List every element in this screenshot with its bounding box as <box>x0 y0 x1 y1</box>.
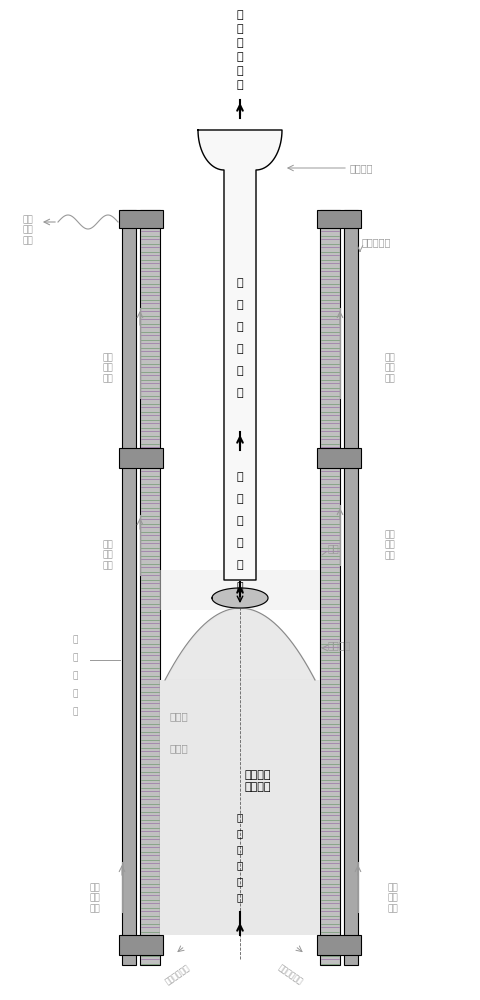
Text: 流: 流 <box>236 24 243 34</box>
Text: 向: 向 <box>236 80 243 90</box>
Text: 方: 方 <box>236 366 243 376</box>
Bar <box>343 210 357 965</box>
Text: 方: 方 <box>236 876 242 886</box>
Bar <box>119 935 163 955</box>
Bar <box>319 210 339 965</box>
Bar <box>316 210 360 228</box>
Text: 电流
输出
方向: 电流 输出 方向 <box>384 353 395 383</box>
Text: 自耗电极: 自耗电极 <box>349 163 373 173</box>
Text: 电: 电 <box>236 472 243 482</box>
Text: 电流
输出
方向: 电流 输出 方向 <box>102 540 113 570</box>
Text: 电: 电 <box>236 812 242 822</box>
Bar <box>316 935 360 955</box>
Text: 电流输出方向: 电流输出方向 <box>164 963 192 986</box>
Text: 流: 流 <box>236 494 243 504</box>
Text: 向: 向 <box>236 388 243 398</box>
Text: 电: 电 <box>236 278 243 288</box>
Bar <box>160 210 319 965</box>
Text: 输: 输 <box>236 322 243 332</box>
Text: 晶: 晶 <box>72 653 78 662</box>
Text: 结: 结 <box>72 635 78 644</box>
Text: 入: 入 <box>236 538 243 548</box>
Text: 皮: 皮 <box>72 707 78 716</box>
Text: 入: 入 <box>236 344 243 354</box>
Bar <box>160 570 319 610</box>
Text: 输: 输 <box>236 516 243 526</box>
Text: 器: 器 <box>72 671 78 680</box>
Text: 入: 入 <box>236 860 242 870</box>
Bar <box>119 210 163 228</box>
Text: 内铜套: 内铜套 <box>169 743 188 753</box>
Text: 结晶器外皮: 结晶器外皮 <box>361 237 391 247</box>
Bar <box>119 448 163 468</box>
Bar <box>160 680 319 935</box>
Bar <box>122 210 136 965</box>
Text: 入: 入 <box>236 52 243 62</box>
Text: 流: 流 <box>236 828 242 838</box>
Text: 渣壳: 渣壳 <box>327 543 339 553</box>
Bar <box>316 448 360 468</box>
Text: 流: 流 <box>236 300 243 310</box>
Text: 输: 输 <box>236 844 242 854</box>
Text: 方: 方 <box>236 560 243 570</box>
Text: 电流
输出
方向: 电流 输出 方向 <box>102 353 113 383</box>
Text: 电流输出方向: 电流输出方向 <box>276 963 303 986</box>
Text: 电流
输出
方向: 电流 输出 方向 <box>384 530 395 560</box>
Text: 电流
输出
方向: 电流 输出 方向 <box>23 215 33 245</box>
Text: 方: 方 <box>236 66 243 76</box>
Text: 金属熔池: 金属熔池 <box>327 640 351 650</box>
Text: 向: 向 <box>236 892 242 902</box>
Text: 电: 电 <box>236 10 243 20</box>
Polygon shape <box>198 130 281 580</box>
Text: 电流
输出
方向: 电流 输出 方向 <box>89 883 100 913</box>
Polygon shape <box>212 588 267 608</box>
Text: 向: 向 <box>236 582 243 592</box>
Bar <box>140 210 160 965</box>
Text: 内水套: 内水套 <box>169 711 188 721</box>
Text: 输: 输 <box>236 38 243 48</box>
Text: 外: 外 <box>72 689 78 698</box>
Text: 电流
输出
方向: 电流 输出 方向 <box>387 883 397 913</box>
Text: 凝固后的
金属钢锭: 凝固后的 金属钢锭 <box>244 770 271 792</box>
